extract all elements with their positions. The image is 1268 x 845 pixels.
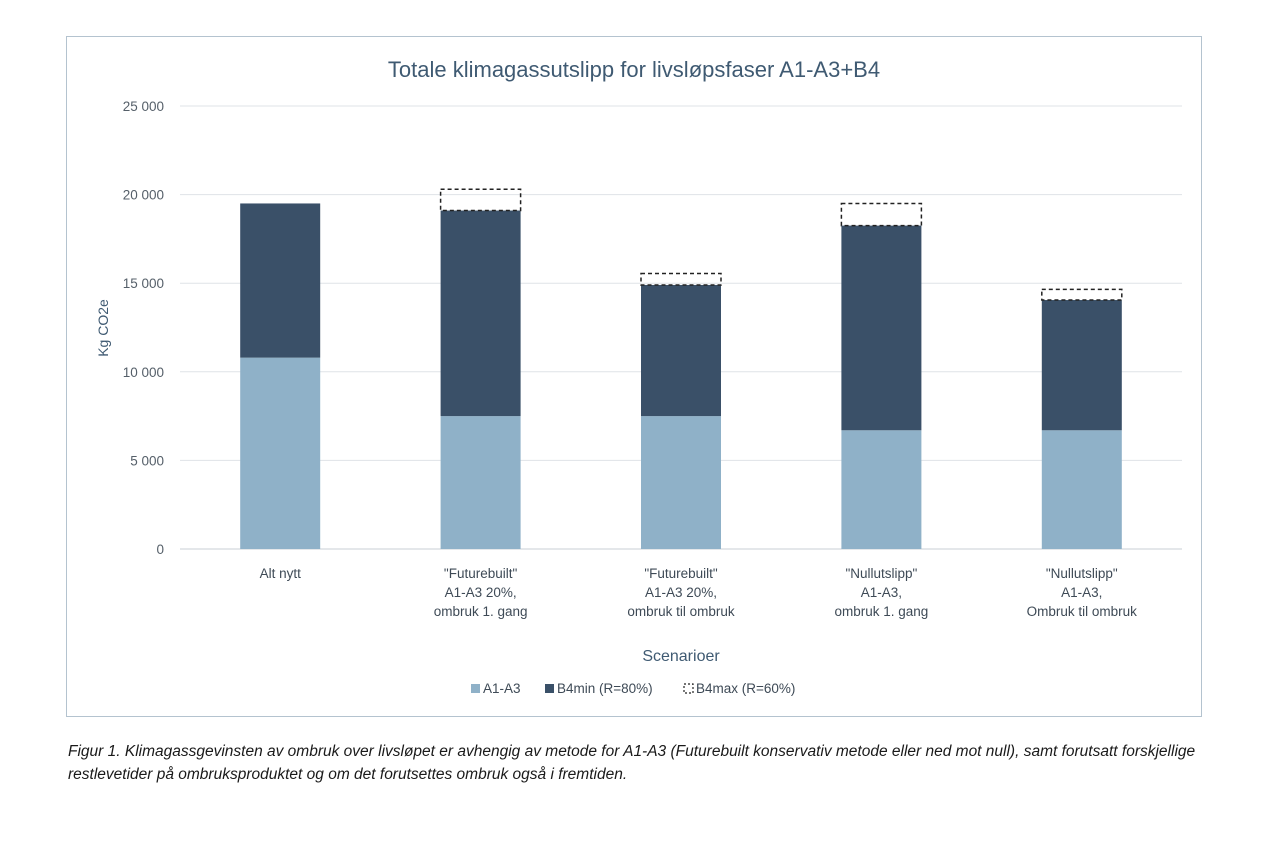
bar-a1-a3 (440, 416, 521, 549)
bar-b4max (439, 188, 522, 212)
legend: A1-A3 B4min (R=80%) B4max (R=60%) (471, 681, 795, 696)
bar-a1-a3 (1041, 430, 1122, 549)
chart-frame (66, 36, 1202, 717)
bar-b4min (841, 225, 922, 431)
legend-swatch-b4max (683, 683, 694, 694)
y-tick-label: 0 (156, 542, 164, 557)
bar-b4min (641, 284, 721, 417)
bar-a1-a3 (641, 416, 721, 549)
legend-label: B4min (R=80%) (557, 681, 653, 696)
bar-b4min (440, 210, 521, 417)
figure-caption: Figur 1. Klimagassgevinsten av ombruk ov… (68, 743, 1196, 783)
y-tick-label: 25 000 (123, 99, 164, 114)
x-tick-label: A1-A3 20%, (645, 585, 717, 600)
y-axis-ticks: 0 5 000 10 000 15 000 20 000 25 000 (123, 99, 164, 557)
bar-a1-a3 (841, 430, 922, 549)
bars (240, 188, 1123, 549)
legend-label: B4max (R=60%) (696, 681, 795, 696)
x-axis-label: Scenarioer (642, 648, 720, 665)
chart: Totale klimagassutslipp for livsløpsfase… (95, 57, 1182, 696)
bar-b4max (840, 202, 923, 227)
x-tick-label: "Nullutslipp" (845, 566, 917, 581)
x-axis-ticks: Alt nytt "Futurebuilt" A1-A3 20%, ombruk 1.… (260, 566, 1138, 619)
bar-b4min (240, 203, 321, 358)
y-axis-label: Kg CO2e (95, 299, 111, 357)
x-tick-label: "Nullutslipp" (1046, 566, 1118, 581)
chart-title: Totale klimagassutslipp for livsløpsfase… (388, 57, 880, 82)
x-tick-label: Alt nytt (260, 566, 302, 581)
legend-swatch-b4min (545, 684, 554, 693)
y-tick-label: 20 000 (123, 188, 164, 203)
bar-b4max (1041, 288, 1123, 301)
legend-label: A1-A3 (483, 681, 521, 696)
x-tick-label: A1-A3 20%, (445, 585, 517, 600)
x-tick-label: ombruk 1. gang (834, 604, 928, 619)
x-tick-label: ombruk til ombruk (627, 604, 735, 619)
x-tick-label: "Futurebuilt" (444, 566, 518, 581)
y-tick-label: 10 000 (123, 365, 164, 380)
x-tick-label: "Futurebuilt" (644, 566, 718, 581)
y-tick-label: 15 000 (123, 276, 164, 291)
x-tick-label: A1-A3, (1061, 585, 1102, 600)
legend-swatch-a1-a3 (471, 684, 480, 693)
bar-a1-a3 (240, 357, 321, 549)
bar-b4min (1041, 300, 1122, 431)
x-tick-label: A1-A3, (861, 585, 902, 600)
y-tick-label: 5 000 (130, 453, 164, 468)
bar-b4max (640, 272, 722, 286)
x-tick-label: ombruk 1. gang (434, 604, 528, 619)
x-tick-label: Ombruk til ombruk (1027, 604, 1138, 619)
gridlines (180, 105, 1182, 550)
